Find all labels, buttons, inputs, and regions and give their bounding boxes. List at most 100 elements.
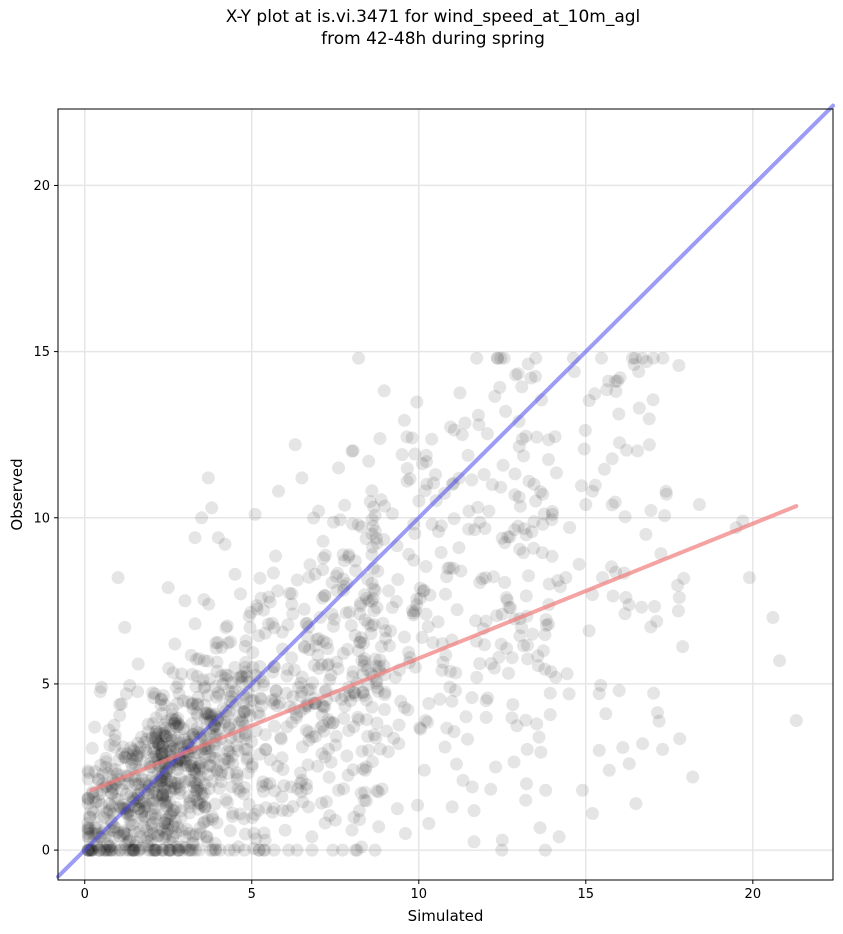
data-point	[188, 531, 202, 545]
data-point	[117, 824, 131, 838]
data-point	[534, 745, 548, 759]
data-point	[151, 736, 165, 750]
data-point	[200, 706, 214, 720]
data-point	[407, 553, 421, 567]
data-point	[330, 655, 344, 669]
data-point	[185, 717, 199, 731]
data-point	[191, 797, 205, 811]
data-point	[225, 676, 239, 690]
data-point	[99, 751, 113, 765]
data-point	[502, 601, 516, 614]
data-point	[180, 822, 194, 836]
data-point	[454, 564, 468, 578]
data-point	[344, 694, 358, 708]
data-point	[240, 753, 254, 767]
data-point	[197, 815, 211, 829]
data-point	[183, 759, 197, 773]
data-point	[367, 582, 381, 596]
data-point	[362, 743, 375, 757]
data-point	[204, 714, 218, 728]
data-point	[394, 694, 408, 708]
data-point	[479, 694, 493, 708]
data-point	[452, 541, 466, 555]
data-point	[173, 736, 187, 750]
data-point	[419, 560, 433, 573]
data-point	[127, 843, 140, 857]
data-point	[94, 798, 108, 811]
data-point	[222, 843, 236, 857]
data-point	[199, 829, 213, 843]
data-point	[194, 769, 207, 783]
data-point	[251, 803, 265, 817]
data-point	[355, 744, 369, 758]
data-point	[135, 772, 149, 786]
data-point	[135, 808, 148, 822]
data-point	[158, 830, 172, 844]
data-point	[410, 395, 424, 409]
data-point	[104, 814, 118, 828]
data-point	[605, 560, 618, 574]
chart-title: X-Y plot at is.vi.3471 for wind_speed_at…	[0, 6, 843, 50]
data-point	[85, 741, 99, 755]
data-point	[206, 843, 220, 857]
data-point	[160, 773, 174, 787]
data-point	[174, 804, 188, 818]
data-point	[472, 418, 486, 432]
data-point	[191, 697, 205, 711]
data-point	[138, 801, 152, 815]
data-point	[316, 563, 330, 577]
data-point	[105, 799, 119, 813]
data-point	[81, 823, 95, 837]
data-point	[629, 797, 643, 811]
data-point	[237, 705, 251, 718]
data-point	[160, 788, 174, 802]
trend-lines	[56, 103, 835, 879]
data-point	[318, 548, 332, 562]
data-point	[192, 762, 206, 776]
data-point	[318, 750, 332, 764]
data-point	[338, 699, 352, 713]
data-point	[539, 613, 553, 627]
data-point	[493, 380, 507, 394]
data-point	[236, 716, 249, 729]
data-point	[498, 536, 512, 550]
data-point	[219, 621, 233, 635]
data-point	[527, 477, 541, 491]
data-point	[356, 762, 370, 776]
data-point	[148, 750, 162, 764]
data-point	[108, 733, 122, 747]
data-point	[548, 430, 562, 444]
data-point	[692, 498, 706, 511]
data-point	[83, 810, 97, 824]
data-point	[599, 707, 613, 721]
data-point	[353, 599, 367, 613]
data-point	[339, 606, 353, 620]
data-point	[276, 803, 289, 817]
data-point	[577, 442, 591, 456]
data-point	[147, 742, 161, 756]
data-point	[219, 672, 233, 686]
data-point	[146, 686, 160, 700]
data-point	[395, 448, 409, 462]
data-point	[103, 804, 117, 818]
data-point	[202, 597, 216, 611]
data-point	[306, 676, 320, 690]
data-point	[189, 680, 203, 693]
data-point	[524, 371, 538, 385]
data-point	[356, 685, 370, 699]
data-point	[267, 843, 281, 857]
data-point	[301, 758, 315, 772]
data-point	[431, 615, 445, 629]
data-point	[171, 711, 185, 725]
data-point	[512, 440, 526, 453]
data-point	[100, 843, 114, 857]
data-point	[81, 772, 95, 786]
data-point	[163, 843, 177, 857]
data-point	[357, 659, 371, 673]
data-point	[92, 794, 106, 808]
data-point	[254, 692, 268, 706]
data-point	[93, 685, 107, 699]
data-point	[146, 793, 159, 807]
data-point	[137, 804, 151, 818]
data-point	[153, 771, 167, 785]
